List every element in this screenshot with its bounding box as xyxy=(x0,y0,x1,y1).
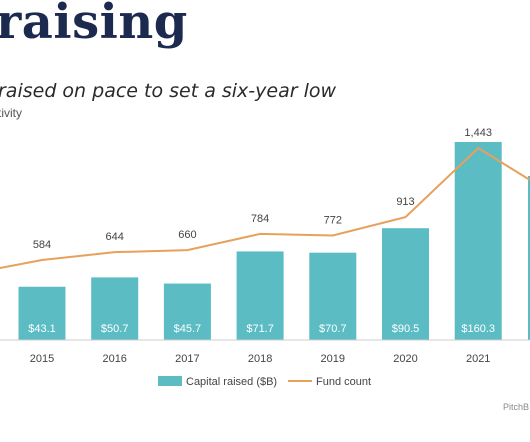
bar-2016 xyxy=(91,277,139,340)
fund-count-line xyxy=(0,146,530,269)
line-label-2020: 913 xyxy=(396,196,414,208)
chart-subtitle: raised on pace to set a six-year low xyxy=(0,80,337,102)
x-tick-2015: 2015 xyxy=(30,353,54,365)
line-label-2019: 772 xyxy=(324,214,342,226)
bar-label-2021: $160.3 xyxy=(461,323,495,335)
bars-group: $43.1 $50.7 $45.7 $71.7 $70.7 $90.5 $160.3 xyxy=(18,142,530,340)
legend: Capital raised ($B) Fund count xyxy=(158,376,371,388)
bar-partial xyxy=(528,176,530,340)
bar-label-2020: $90.5 xyxy=(392,323,420,335)
bar-2021 xyxy=(454,142,502,340)
line-label-2018: 784 xyxy=(251,213,269,225)
bar-label-2017: $45.7 xyxy=(174,323,202,335)
line-label-2016: 644 xyxy=(106,231,124,243)
bar-2015 xyxy=(18,286,66,340)
bar-label-2016: $50.7 xyxy=(101,323,129,335)
x-tick-2017: 2017 xyxy=(175,353,199,365)
x-tick-2018: 2018 xyxy=(248,353,272,365)
bar-label-2019: $70.7 xyxy=(319,323,347,335)
x-tick-2020: 2020 xyxy=(393,353,417,365)
legend-swatch-capital xyxy=(158,376,182,386)
line-label-2015: 584 xyxy=(33,239,51,251)
line-group: 584 644 660 784 772 913 1,443 xyxy=(0,127,530,269)
line-label-2021: 1,443 xyxy=(464,127,492,139)
x-tick-2019: 2019 xyxy=(321,353,345,365)
x-tick-2021: 2021 xyxy=(466,353,490,365)
bar-2020 xyxy=(382,228,429,340)
bar-2019 xyxy=(309,252,357,340)
bar-2018 xyxy=(236,251,284,340)
x-axis: 2015 2016 2017 2018 2019 2020 2021 xyxy=(0,339,530,365)
legend-label-capital: Capital raised ($B) xyxy=(186,376,277,388)
legend-label-fund-count: Fund count xyxy=(316,376,371,388)
line-label-2017: 660 xyxy=(178,229,196,241)
source-note: PitchB xyxy=(503,402,530,412)
bar-label-2015: $43.1 xyxy=(28,323,56,335)
page-heading: raising xyxy=(0,0,188,50)
bar-2017 xyxy=(163,283,211,340)
bar-label-2018: $71.7 xyxy=(246,323,274,335)
chart-subnote: tivity xyxy=(0,106,22,120)
x-tick-2016: 2016 xyxy=(102,353,126,365)
